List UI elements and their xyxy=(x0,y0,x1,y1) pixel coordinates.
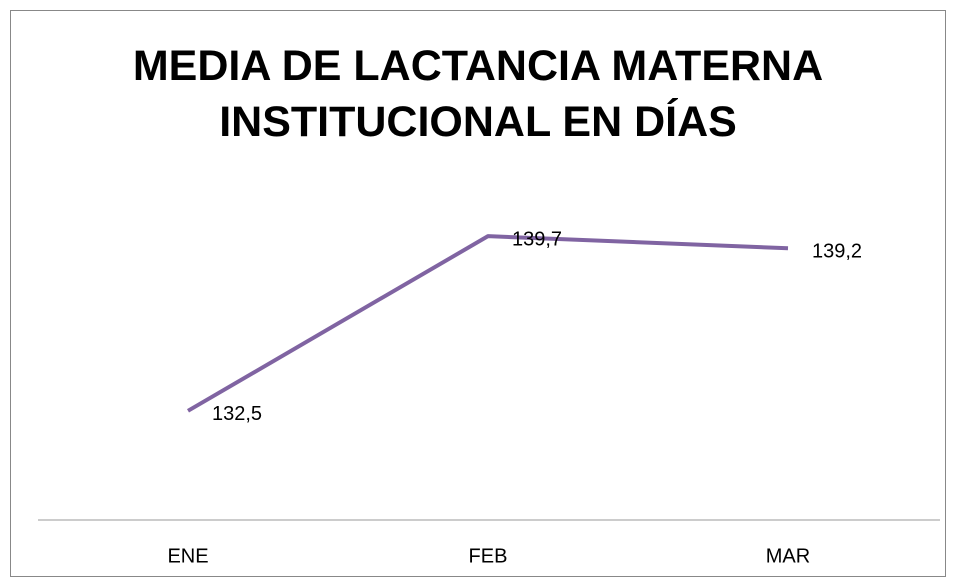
chart-title: MEDIA DE LACTANCIA MATERNA INSTITUCIONAL… xyxy=(132,42,824,146)
chart-border xyxy=(10,10,946,577)
data-label: 139,2 xyxy=(812,241,862,263)
data-label: 139,7 xyxy=(512,228,562,250)
line-series xyxy=(186,234,789,413)
x-tick-label: ENE xyxy=(167,545,208,567)
x-tick-label: FEB xyxy=(469,545,508,567)
data-label: 132,5 xyxy=(212,403,262,425)
x-tick-label: MAR xyxy=(766,545,810,567)
